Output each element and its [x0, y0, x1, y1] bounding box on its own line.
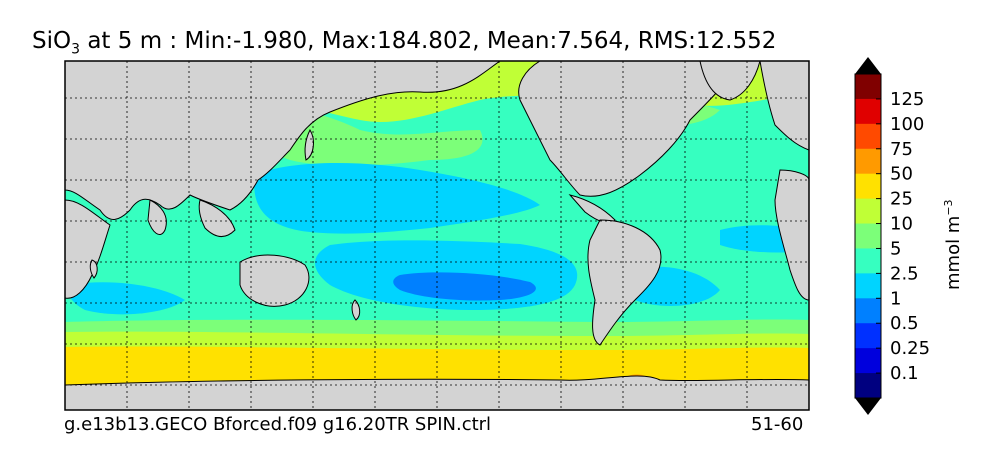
- colorbar-cell: [855, 273, 881, 299]
- title-subscript: 3: [71, 41, 81, 58]
- map-graticule: [65, 61, 809, 410]
- colorbar-units: mmol m−3: [942, 199, 964, 290]
- colorbar-cell: [855, 198, 881, 225]
- land-africa-right: [774, 169, 809, 301]
- colorbar-frame: [854, 73, 882, 399]
- title-stats: at 5 m : Min:-1.980, Max:184.802, Mean:7…: [80, 28, 777, 54]
- colorbar-extend-bottom: [855, 398, 881, 415]
- colorbar-label: 10: [890, 214, 913, 235]
- land-australia: [239, 254, 310, 307]
- contour-npac-gyre: [254, 163, 540, 234]
- colorbar-cell: [855, 74, 881, 100]
- land-south-america: [587, 219, 662, 346]
- land-greenland: [699, 61, 761, 101]
- land-africa: [65, 199, 111, 299]
- colorbar-cell: [855, 173, 881, 200]
- title-variable: SiO: [32, 28, 72, 54]
- colorbar-label: 1: [890, 288, 901, 309]
- colorbar-cell: [855, 98, 881, 125]
- year-range: 51-60: [751, 414, 804, 435]
- units-exponent: −3: [942, 199, 955, 216]
- contour-sind-gyre: [68, 282, 185, 315]
- chart-title: SiO3 at 5 m : Min:-1.980, Max:184.802, M…: [32, 28, 776, 58]
- colorbar-cell: [855, 123, 881, 150]
- colorbar-cell: [855, 223, 881, 249]
- colorbar-label: 0.5: [890, 313, 919, 334]
- colorbar-label: 0.1: [890, 363, 919, 384]
- colorbar-label: 125: [890, 89, 924, 110]
- land-nz: [351, 299, 361, 321]
- colorbar-extend-top: [855, 57, 881, 74]
- land-central-america: [568, 194, 616, 224]
- colorbar-cell: [855, 148, 881, 175]
- colorbar-cell: [855, 323, 881, 349]
- colorbar-cell: [855, 348, 881, 374]
- colorbar-cell: [855, 373, 881, 399]
- colorbar-label: 0.25: [890, 338, 930, 359]
- land-madagascar: [89, 259, 98, 279]
- case-name: g.e13b13.GECO Bforced.f09 g16.20TR SPIN.…: [64, 414, 492, 435]
- colorbar-label: 2.5: [890, 263, 919, 284]
- colorbar-label: 100: [890, 114, 924, 135]
- colorbar-label: 5: [890, 238, 901, 259]
- colorbar-cell: [855, 248, 881, 274]
- land-europe-asia: [65, 61, 501, 220]
- land-se-asia: [198, 199, 236, 237]
- colorbar-label: 25: [890, 189, 913, 210]
- units-base: mmol m: [943, 215, 964, 290]
- contour-spac-core: [393, 272, 536, 301]
- land-europe-right: [759, 61, 809, 151]
- land-north-america: [518, 61, 741, 197]
- colorbar-label: 75: [890, 139, 913, 160]
- colorbar-cell: [855, 298, 881, 324]
- colorbar-label: 50: [890, 164, 913, 185]
- land-india: [147, 199, 167, 235]
- map-frame: [64, 60, 810, 411]
